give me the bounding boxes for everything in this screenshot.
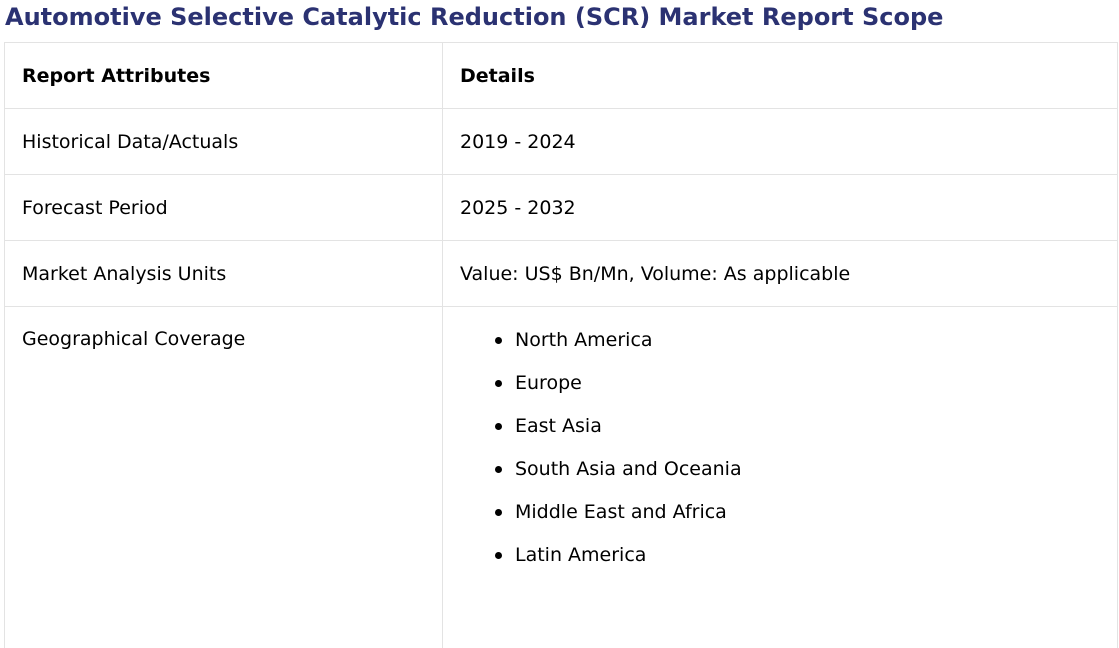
list-item-region: South Asia and Oceania <box>515 458 1100 501</box>
list-item-region: Europe <box>515 372 1100 415</box>
detail-cell: 2019 - 2024 <box>443 109 1118 175</box>
list-item-region: Middle East and Africa <box>515 501 1100 544</box>
attribute-cell: Geographical Coverage <box>5 307 443 648</box>
detail-cell-regions: North America Europe East Asia South Asi… <box>443 307 1118 648</box>
table-row: Market Analysis Units Value: US$ Bn/Mn, … <box>5 241 1118 307</box>
table-row: Forecast Period 2025 - 2032 <box>5 175 1118 241</box>
page-title: Automotive Selective Catalytic Reduction… <box>5 0 943 34</box>
attribute-cell: Forecast Period <box>5 175 443 241</box>
table-header-row: Report Attributes Details <box>5 43 1118 109</box>
detail-cell: Value: US$ Bn/Mn, Volume: As applicable <box>443 241 1118 307</box>
list-item-region: North America <box>515 329 1100 372</box>
table-row-geographical-coverage: Geographical Coverage North America Euro… <box>5 307 1118 648</box>
column-header-attributes: Report Attributes <box>5 43 443 109</box>
list-item-region: East Asia <box>515 415 1100 458</box>
report-scope-table: Report Attributes Details Historical Dat… <box>4 42 1118 648</box>
attribute-cell: Market Analysis Units <box>5 241 443 307</box>
region-list: North America Europe East Asia South Asi… <box>460 329 1100 587</box>
detail-cell: 2025 - 2032 <box>443 175 1118 241</box>
table-row: Historical Data/Actuals 2019 - 2024 <box>5 109 1118 175</box>
column-header-details: Details <box>443 43 1118 109</box>
list-item-region: Latin America <box>515 544 1100 587</box>
attribute-cell: Historical Data/Actuals <box>5 109 443 175</box>
